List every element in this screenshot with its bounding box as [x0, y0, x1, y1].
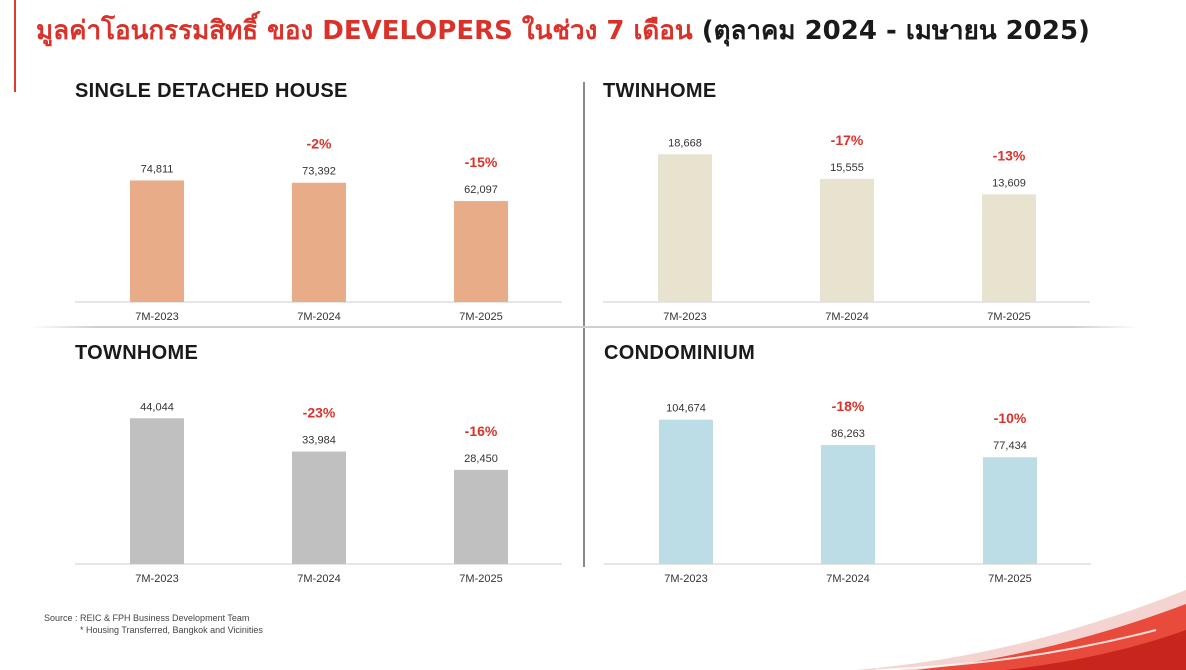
chart-title: SINGLE DETACHED HOUSE: [75, 80, 348, 102]
data-label: 15,555: [830, 162, 864, 174]
bar: [130, 180, 184, 302]
data-label: 62,097: [464, 184, 498, 196]
x-tick-label: 7M-2025: [459, 573, 502, 585]
change-label: -15%: [465, 154, 498, 170]
bar: [821, 445, 875, 564]
change-label: -23%: [303, 405, 336, 421]
chart-title: TOWNHOME: [75, 342, 199, 364]
data-label: 74,811: [141, 163, 174, 175]
x-tick-label: 7M-2023: [664, 573, 707, 585]
page-title-period: (ตุลาคม 2024 - เมษายน 2025): [701, 16, 1090, 46]
x-tick-label: 7M-2023: [663, 311, 706, 323]
change-label: -18%: [832, 398, 865, 414]
vertical-divider: [583, 82, 585, 567]
bar: [820, 178, 874, 302]
data-label: 13,609: [992, 177, 1026, 189]
data-label: 28,450: [464, 453, 498, 465]
change-label: -17%: [831, 132, 864, 148]
source-note: Source : REIC & FPH Business Development…: [44, 612, 263, 636]
accent-line: [14, 0, 16, 92]
bar: [292, 451, 346, 564]
data-label: 18,668: [668, 137, 702, 149]
bar: [659, 419, 713, 564]
x-tick-label: 7M-2024: [826, 573, 869, 585]
panel-twinhome: TWINHOME 18,668 7M-2023 15,555 -17% 7M-2024 1…: [603, 80, 1103, 330]
data-label: 104,674: [666, 403, 706, 415]
x-tick-label: 7M-2024: [297, 311, 340, 323]
page-title: มูลค่าโอนกรรมสิทธิ์ ของ DEVELOPERS ในช่ว…: [36, 10, 1090, 46]
panel-single-detached-house: SINGLE DETACHED HOUSE 74,811 7M-2023 73,39…: [75, 80, 575, 330]
data-label: 86,263: [831, 428, 865, 440]
data-label: 44,044: [140, 401, 174, 413]
bar: [292, 182, 346, 302]
bar-chart-single-detached-house: 74,811 7M-2023 73,392 -2% 7M-2024 62,097 -15% 7…: [75, 136, 562, 323]
panel-condominium: CONDOMINIUM 104,674 7M-2023 86,263 -18% 7M-2…: [604, 342, 1104, 592]
x-tick-label: 7M-2023: [135, 311, 178, 323]
change-label: -13%: [993, 147, 1026, 163]
x-tick-label: 7M-2024: [297, 573, 340, 585]
bar: [982, 194, 1036, 302]
bar-chart-townhome: 44,044 7M-2023 33,984 -23% 7M-2024 28,450 -16%…: [75, 401, 562, 585]
data-label: 73,392: [302, 166, 336, 178]
chart-title: TWINHOME: [603, 80, 717, 102]
bar: [983, 457, 1037, 564]
bar: [454, 469, 508, 564]
bar-chart-condominium: 104,674 7M-2023 86,263 -18% 7M-2024 77,434 -10…: [604, 398, 1091, 585]
change-label: -10%: [994, 410, 1027, 426]
x-tick-label: 7M-2025: [987, 311, 1030, 323]
bar: [658, 154, 712, 302]
bar: [130, 418, 184, 564]
change-label: -2%: [307, 136, 332, 152]
decorative-swoosh: [856, 590, 1186, 670]
data-label: 33,984: [302, 435, 336, 447]
x-tick-label: 7M-2023: [135, 573, 178, 585]
x-tick-label: 7M-2025: [459, 311, 502, 323]
source-footnote: * Housing Transferred, Bangkok and Vicin…: [80, 625, 263, 635]
page-title-main: มูลค่าโอนกรรมสิทธิ์ ของ DEVELOPERS ในช่ว…: [36, 16, 693, 46]
x-tick-label: 7M-2025: [988, 573, 1031, 585]
horizontal-divider: [30, 326, 1140, 328]
bar: [454, 201, 508, 302]
change-label: -16%: [465, 423, 498, 439]
data-label: 77,434: [993, 440, 1027, 452]
bar-chart-twinhome: 18,668 7M-2023 15,555 -17% 7M-2024 13,609 -13%…: [603, 132, 1090, 323]
chart-title: CONDOMINIUM: [604, 342, 756, 364]
source-line: Source : REIC & FPH Business Development…: [44, 613, 250, 623]
x-tick-label: 7M-2024: [825, 311, 868, 323]
panel-townhome: TOWNHOME 44,044 7M-2023 33,984 -23% 7M-2024 2…: [75, 342, 575, 592]
